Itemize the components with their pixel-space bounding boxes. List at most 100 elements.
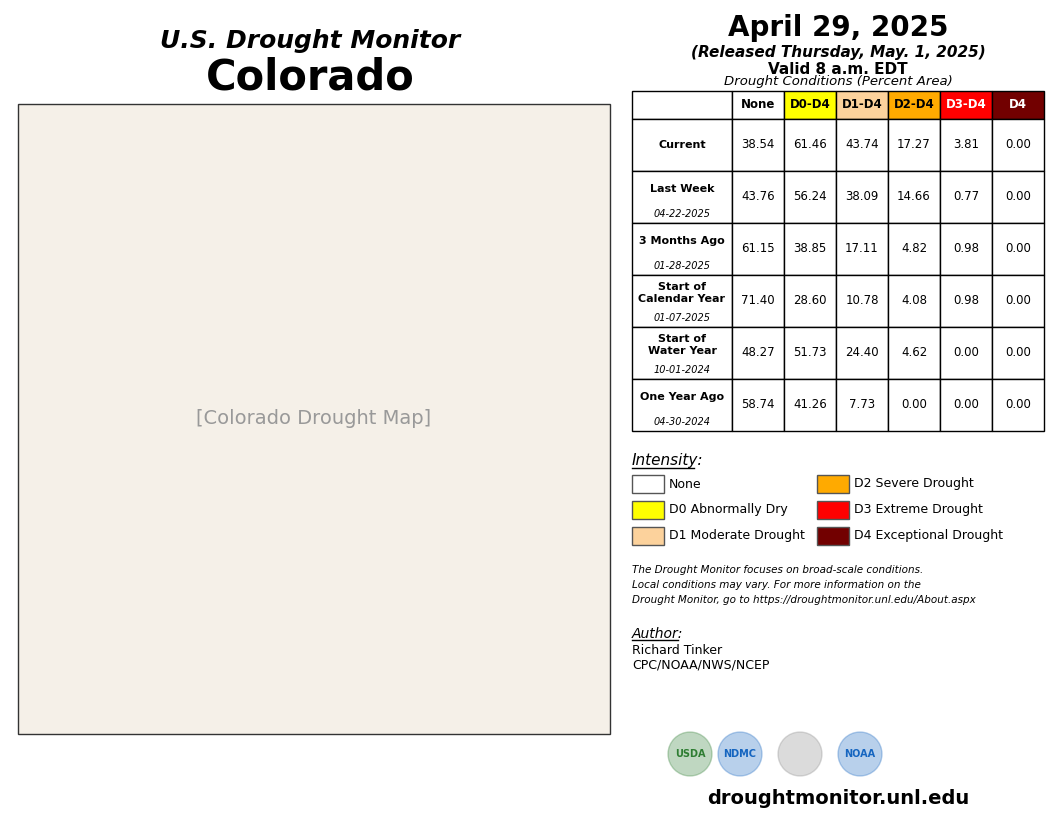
Bar: [784, 275, 836, 327]
Bar: [992, 379, 1044, 431]
Bar: [836, 327, 888, 379]
Bar: [940, 119, 992, 171]
Text: None: None: [670, 477, 701, 490]
Bar: [836, 119, 888, 171]
Text: Colorado: Colorado: [206, 57, 414, 99]
Bar: [631, 527, 664, 545]
Text: 0.98: 0.98: [953, 242, 979, 255]
Text: D2-D4: D2-D4: [893, 99, 935, 112]
Bar: [836, 379, 888, 431]
Text: 0.00: 0.00: [954, 398, 979, 411]
Text: 0.00: 0.00: [1005, 190, 1031, 203]
Bar: [836, 171, 888, 223]
Text: 10-01-2024: 10-01-2024: [654, 365, 711, 375]
Text: 04-30-2024: 04-30-2024: [654, 417, 711, 427]
Bar: [992, 327, 1044, 379]
Text: 17.27: 17.27: [898, 139, 931, 152]
Text: U.S. Drought Monitor: U.S. Drought Monitor: [159, 29, 460, 53]
Bar: [732, 119, 784, 171]
Bar: [888, 327, 940, 379]
Text: 3 Months Ago: 3 Months Ago: [639, 236, 724, 246]
Text: 71.40: 71.40: [741, 295, 775, 308]
Bar: [631, 327, 732, 379]
Bar: [888, 223, 940, 275]
Bar: [784, 223, 836, 275]
Circle shape: [838, 732, 882, 776]
Text: 0.98: 0.98: [953, 295, 979, 308]
Text: NDMC: NDMC: [723, 749, 756, 759]
Circle shape: [668, 732, 712, 776]
Bar: [836, 91, 888, 119]
Text: 38.54: 38.54: [741, 139, 775, 152]
Text: 4.08: 4.08: [901, 295, 927, 308]
Bar: [732, 223, 784, 275]
Text: 10.78: 10.78: [845, 295, 879, 308]
Text: Drought Conditions (Percent Area): Drought Conditions (Percent Area): [723, 75, 953, 88]
Text: 43.74: 43.74: [845, 139, 879, 152]
Bar: [940, 379, 992, 431]
Bar: [992, 91, 1044, 119]
Circle shape: [718, 732, 762, 776]
Text: 61.46: 61.46: [793, 139, 827, 152]
Text: 0.00: 0.00: [1005, 139, 1031, 152]
Bar: [888, 379, 940, 431]
Bar: [992, 119, 1044, 171]
Text: D4: D4: [1008, 99, 1027, 112]
Bar: [784, 91, 836, 119]
Bar: [631, 223, 732, 275]
Bar: [631, 171, 732, 223]
Circle shape: [778, 732, 822, 776]
Text: D1-D4: D1-D4: [842, 99, 883, 112]
Text: 38.09: 38.09: [845, 190, 879, 203]
Bar: [817, 527, 849, 545]
Text: D3 Extreme Drought: D3 Extreme Drought: [854, 503, 983, 517]
Text: 24.40: 24.40: [845, 347, 879, 360]
Bar: [836, 223, 888, 275]
Text: Intensity:: Intensity:: [631, 453, 703, 468]
Bar: [732, 379, 784, 431]
Text: 58.74: 58.74: [741, 398, 775, 411]
Text: 0.00: 0.00: [954, 347, 979, 360]
Text: 14.66: 14.66: [898, 190, 931, 203]
Text: D0-D4: D0-D4: [790, 99, 830, 112]
Text: 0.00: 0.00: [1005, 347, 1031, 360]
Text: 01-07-2025: 01-07-2025: [654, 313, 711, 323]
Bar: [992, 171, 1044, 223]
Text: 0.77: 0.77: [953, 190, 979, 203]
Text: 0.00: 0.00: [1005, 242, 1031, 255]
Text: CPC/NOAA/NWS/NCEP: CPC/NOAA/NWS/NCEP: [631, 658, 770, 671]
Text: (Released Thursday, May. 1, 2025): (Released Thursday, May. 1, 2025): [691, 45, 985, 60]
Text: Last Week: Last Week: [649, 184, 714, 194]
Bar: [631, 379, 732, 431]
Text: 51.73: 51.73: [793, 347, 827, 360]
Text: 56.24: 56.24: [793, 190, 827, 203]
Text: droughtmonitor.unl.edu: droughtmonitor.unl.edu: [706, 788, 969, 808]
Text: One Year Ago: One Year Ago: [640, 392, 724, 402]
Text: April 29, 2025: April 29, 2025: [728, 14, 948, 42]
Bar: [888, 119, 940, 171]
Text: D4 Exceptional Drought: D4 Exceptional Drought: [854, 530, 1003, 543]
Bar: [732, 171, 784, 223]
Bar: [940, 223, 992, 275]
Text: 61.15: 61.15: [741, 242, 775, 255]
Text: D2 Severe Drought: D2 Severe Drought: [854, 477, 974, 490]
Bar: [992, 223, 1044, 275]
Bar: [992, 275, 1044, 327]
Text: 0.00: 0.00: [1005, 398, 1031, 411]
Text: 4.62: 4.62: [901, 347, 927, 360]
Bar: [940, 327, 992, 379]
Text: 4.82: 4.82: [901, 242, 927, 255]
Text: 41.26: 41.26: [793, 398, 827, 411]
Bar: [732, 275, 784, 327]
Text: 3.81: 3.81: [953, 139, 979, 152]
Bar: [888, 275, 940, 327]
Bar: [817, 501, 849, 519]
Text: None: None: [741, 99, 775, 112]
Bar: [631, 501, 664, 519]
Bar: [940, 275, 992, 327]
Text: 43.76: 43.76: [741, 190, 775, 203]
Text: 01-28-2025: 01-28-2025: [654, 261, 711, 271]
Bar: [631, 119, 732, 171]
Bar: [732, 91, 784, 119]
Text: Start of
Water Year: Start of Water Year: [647, 335, 717, 356]
